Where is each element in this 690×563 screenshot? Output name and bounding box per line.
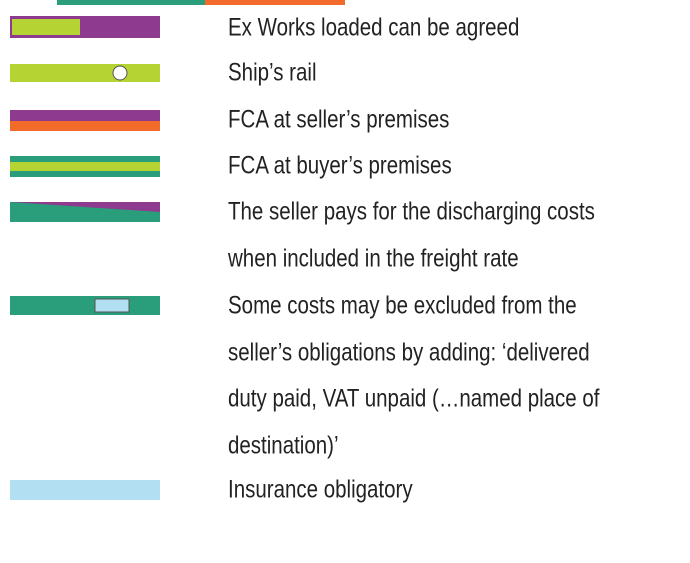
legend-label: Insurance obligatory [228, 475, 413, 504]
legend-label: destination)’ [228, 431, 339, 459]
legend-label: Ex Works loaded can be agreed [228, 13, 520, 42]
swatch-fca-seller [10, 110, 160, 131]
top-strip-orange [205, 0, 345, 5]
legend-label: The seller pays for the discharging cost… [228, 197, 595, 226]
legend-label: FCA at seller’s premises [228, 105, 450, 134]
legend-label: FCA at buyer’s premises [228, 151, 452, 180]
swatch-fca-buyer [10, 156, 160, 177]
swatch-discharging [10, 202, 160, 222]
swatch-costs-excluded [10, 296, 160, 315]
top-strip-teal [57, 0, 205, 5]
legend-label: Ship’s rail [228, 58, 317, 87]
legend-label: duty paid, VAT unpaid (…named place of [228, 384, 600, 413]
legend-label: seller’s obligations by adding: ‘deliver… [228, 338, 590, 366]
swatch-ships-rail [10, 64, 160, 82]
swatch-insurance [10, 480, 160, 500]
swatch-ex-works [10, 16, 160, 38]
legend-label: when included in the freight rate [228, 244, 519, 272]
legend-label: Some costs may be excluded from the [228, 291, 577, 320]
